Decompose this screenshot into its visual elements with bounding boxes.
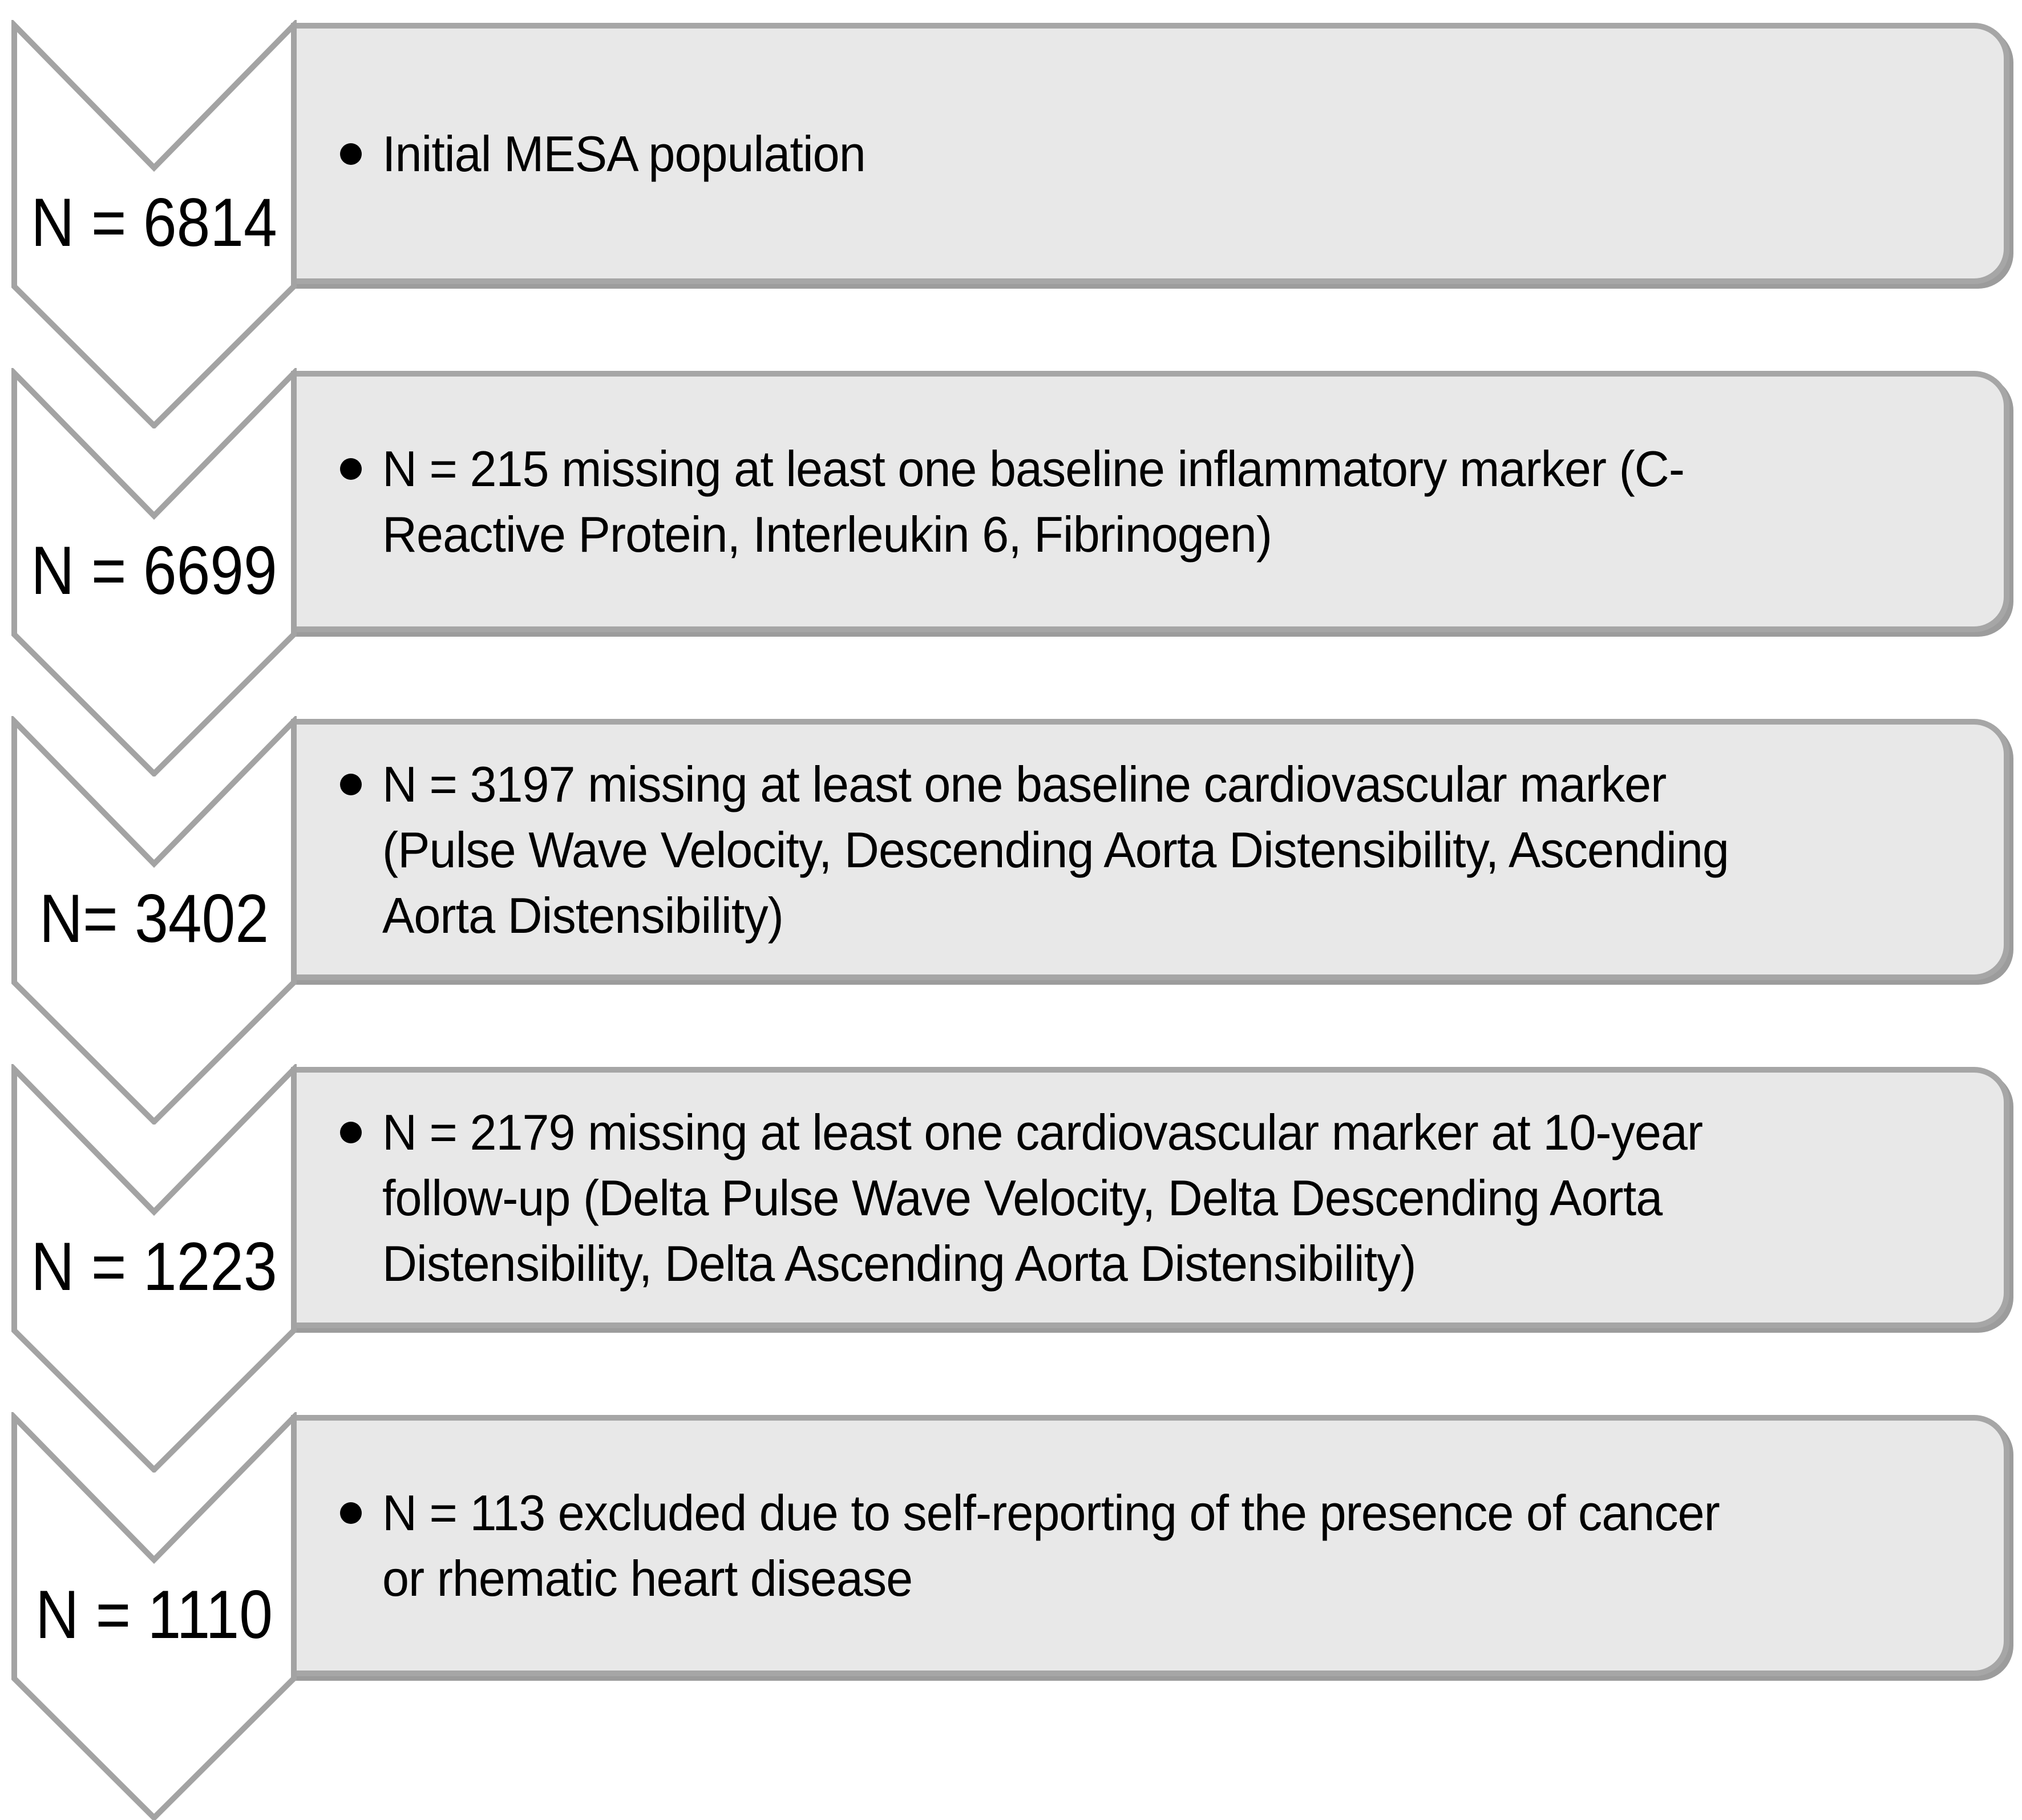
bullet-icon: [340, 458, 362, 480]
step-description-content: N = 2179 missing at least one cardiovasc…: [297, 1099, 2004, 1296]
step-description-line: Reactive Protein, Interleukin 6, Fibrino…: [382, 506, 1272, 563]
step-count-label: N = 6814: [31, 184, 277, 261]
chevron-down-arrow: [11, 1064, 297, 1473]
chevron-shape: [11, 368, 297, 776]
step-description-lines: N = 2179 missing at least one cardiovasc…: [382, 1099, 1987, 1296]
step-count-label: N = 6699: [31, 532, 277, 609]
step-description-box: N = 3197 missing at least one baseline c…: [291, 719, 2009, 980]
chevron-down-arrow: [11, 368, 297, 776]
chevron-down-arrow: [11, 20, 297, 428]
step-count-label: N = 1110: [35, 1576, 273, 1653]
step-description-content: Initial MESA population: [297, 121, 2004, 187]
flow-step-4: N = 2179 missing at least one cardiovasc…: [0, 1064, 2022, 1473]
step-description-line: Distensibility, Delta Ascending Aorta Di…: [382, 1235, 1417, 1292]
chevron-shape: [11, 1412, 297, 1820]
bullet-icon: [340, 773, 362, 795]
flow-step-1: Initial MESA population N = 6814: [0, 20, 2022, 428]
step-description-line: N = 113 excluded due to self-reporting o…: [382, 1485, 1720, 1541]
chevron-down-arrow: [11, 1412, 297, 1820]
step-description-lines: N = 215 missing at least one baseline in…: [382, 436, 1987, 567]
step-description-line: N = 3197 missing at least one baseline c…: [382, 755, 1667, 812]
step-description-lines: Initial MESA population: [382, 121, 1987, 187]
step-description-line: Aorta Distensibility): [382, 887, 784, 944]
step-description-line: or rhematic heart disease: [382, 1550, 913, 1607]
step-description-box: N = 113 excluded due to self-reporting o…: [291, 1415, 2009, 1676]
step-description-box: Initial MESA population: [291, 23, 2009, 284]
step-description-line: Initial MESA population: [382, 125, 866, 182]
step-description-line: N = 215 missing at least one baseline in…: [382, 440, 1685, 497]
step-description-box: N = 2179 missing at least one cardiovasc…: [291, 1067, 2009, 1328]
chevron-shape: [11, 716, 297, 1125]
step-description-line: N = 2179 missing at least one cardiovasc…: [382, 1103, 1703, 1160]
bullet-icon: [340, 143, 362, 165]
step-description-line: (Pulse Wave Velocity, Descending Aorta D…: [382, 821, 1729, 878]
chevron-down-arrow: [11, 716, 297, 1125]
step-count-label: N = 1223: [31, 1228, 277, 1305]
step-description-line: follow-up (Delta Pulse Wave Velocity, De…: [382, 1169, 1663, 1226]
step-description-content: N = 113 excluded due to self-reporting o…: [297, 1480, 2004, 1611]
bullet-icon: [340, 1502, 362, 1524]
bullet-icon: [340, 1121, 362, 1143]
step-description-content: N = 3197 missing at least one baseline c…: [297, 751, 2004, 948]
flow-step-2: N = 215 missing at least one baseline in…: [0, 368, 2022, 776]
flow-step-3: N = 3197 missing at least one baseline c…: [0, 716, 2022, 1125]
chevron-shape: [11, 1064, 297, 1473]
step-description-lines: N = 3197 missing at least one baseline c…: [382, 751, 1987, 948]
step-description-content: N = 215 missing at least one baseline in…: [297, 436, 2004, 567]
step-count-label: N= 3402: [39, 880, 269, 957]
chevron-shape: [11, 20, 297, 428]
step-description-lines: N = 113 excluded due to self-reporting o…: [382, 1480, 1987, 1611]
flow-step-5: N = 113 excluded due to self-reporting o…: [0, 1412, 2022, 1820]
step-description-box: N = 215 missing at least one baseline in…: [291, 371, 2009, 632]
